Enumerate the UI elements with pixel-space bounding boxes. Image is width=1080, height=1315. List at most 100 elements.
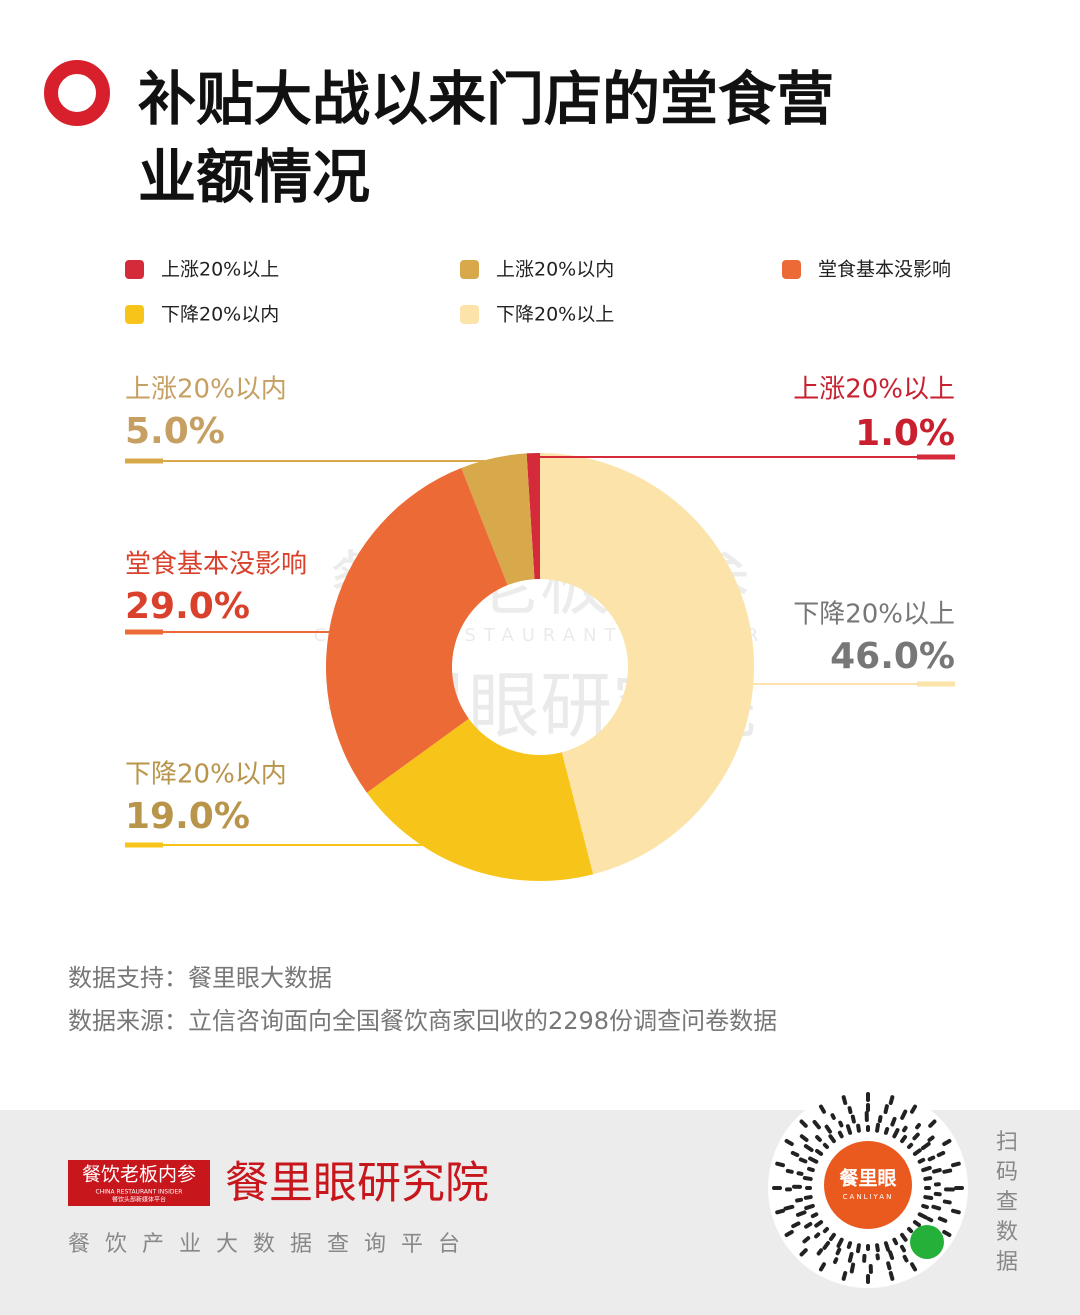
callout-value: 19.0% <box>125 796 250 837</box>
pie-slice <box>325 468 508 793</box>
footer-brand: 餐饮老板内参 <box>82 1164 196 1186</box>
qr-dash <box>915 1123 921 1130</box>
legend-label: 堂食基本没影响 <box>818 259 951 281</box>
qr-dash <box>804 1222 813 1229</box>
legend-label: 下降20%以上 <box>496 304 614 326</box>
callout-value: 29.0% <box>125 586 250 627</box>
qr-dash <box>812 1119 821 1130</box>
qr-dash <box>942 1230 952 1237</box>
qr-dash <box>828 1134 836 1144</box>
qr-dash <box>928 1119 937 1128</box>
qr-dash <box>816 1248 824 1256</box>
qr-dash <box>795 1210 807 1217</box>
qr-dash <box>815 1135 822 1142</box>
legend-label: 上涨20%以上 <box>161 259 279 281</box>
qr-dash <box>892 1128 900 1139</box>
qr-dash <box>828 1232 836 1241</box>
qr-dash <box>822 1241 831 1250</box>
qr-dash <box>796 1171 804 1176</box>
legend-marker <box>460 260 479 279</box>
qr-dash <box>835 1247 842 1256</box>
qr-dash <box>850 1114 856 1124</box>
qr-dash <box>799 1248 808 1257</box>
qr-dash <box>841 1095 848 1105</box>
callout-tab <box>125 629 163 635</box>
qr-dash <box>910 1104 917 1114</box>
qr-english: CANLIYAN <box>843 1193 894 1201</box>
callout-value: 5.0% <box>125 411 225 452</box>
qr-dash <box>900 1244 906 1253</box>
title-icon <box>44 60 110 126</box>
qr-dash <box>951 1161 961 1168</box>
qr-dash <box>841 1271 848 1281</box>
qr-badge <box>910 1225 944 1259</box>
callout-label: 下降20%以内 <box>125 760 287 790</box>
qr-dash <box>921 1203 929 1210</box>
callout-tab <box>917 681 955 687</box>
qr-center <box>824 1141 912 1229</box>
qr-dash <box>783 1204 795 1211</box>
qr-dash <box>892 1237 899 1246</box>
scan-text: 扫码查数据 <box>996 1130 1019 1275</box>
callout-value: 1.0% <box>855 413 955 454</box>
qr-dash <box>803 1144 814 1152</box>
qr-dash <box>814 1232 821 1239</box>
qr-dash <box>942 1168 953 1174</box>
qr-dash <box>855 1243 861 1254</box>
qr-dash <box>822 1142 829 1149</box>
qr-dash <box>931 1204 942 1211</box>
qr-dash <box>802 1175 813 1181</box>
footer-institute: 餐里眼研究院 <box>225 1158 489 1209</box>
callout-label: 上涨20%以上 <box>793 375 955 405</box>
qr-dash <box>814 1220 824 1228</box>
qr-dash <box>875 1243 880 1253</box>
qr-dash <box>819 1262 826 1272</box>
qr-dash <box>888 1095 895 1105</box>
qr-dash <box>936 1150 946 1158</box>
qr-dash <box>877 1115 883 1124</box>
qr-dash <box>785 1168 794 1174</box>
qr-dash <box>937 1216 948 1223</box>
qr-dash <box>847 1251 854 1263</box>
qr-dash <box>798 1157 808 1164</box>
qr-dash <box>775 1208 785 1215</box>
qr-dash <box>912 1220 921 1228</box>
qr-dash <box>900 1232 908 1242</box>
qr-dash <box>833 1257 839 1264</box>
footer-slogan: 餐饮头部新媒体平台 <box>112 1196 166 1204</box>
qr-dash <box>886 1261 892 1271</box>
qr-dash <box>775 1161 785 1168</box>
qr-dash <box>849 1262 856 1274</box>
qr-dash <box>847 1106 853 1114</box>
qr-dash <box>907 1227 914 1234</box>
qr-dash <box>845 1124 853 1135</box>
qr-dash <box>907 1142 914 1149</box>
legend-marker <box>125 305 144 324</box>
qr-dash <box>900 1135 908 1144</box>
qr-dash <box>910 1262 917 1272</box>
qr-dash <box>942 1139 952 1146</box>
qr-dash <box>902 1254 909 1263</box>
qr-dash <box>815 1148 824 1156</box>
callout-tab <box>917 454 955 460</box>
qr-dash <box>912 1148 922 1156</box>
qr-dash <box>900 1109 908 1120</box>
qr-dash <box>917 1157 926 1164</box>
legend-marker <box>460 305 479 324</box>
qr-dash <box>836 1237 844 1248</box>
pie-slice <box>461 453 535 586</box>
qr-dash <box>927 1155 936 1162</box>
qr-dash <box>951 1208 961 1215</box>
qr-dash <box>883 1127 890 1135</box>
legend-marker <box>125 260 144 279</box>
callout-tab <box>125 842 163 848</box>
qr-dash <box>803 1195 813 1200</box>
qr-dash <box>926 1216 934 1223</box>
qr-dash <box>799 1119 808 1128</box>
chart-title: 补贴大战以来门店的堂食营业额情况 <box>138 65 835 211</box>
callout-label: 上涨20%以内 <box>125 375 287 405</box>
note: 数据支持：餐里眼大数据 <box>68 964 332 992</box>
footer-brand-english: CHINA RESTAURANT INSIDER <box>96 1189 183 1196</box>
qr-dash <box>819 1104 826 1114</box>
qr-dash <box>883 1241 891 1252</box>
